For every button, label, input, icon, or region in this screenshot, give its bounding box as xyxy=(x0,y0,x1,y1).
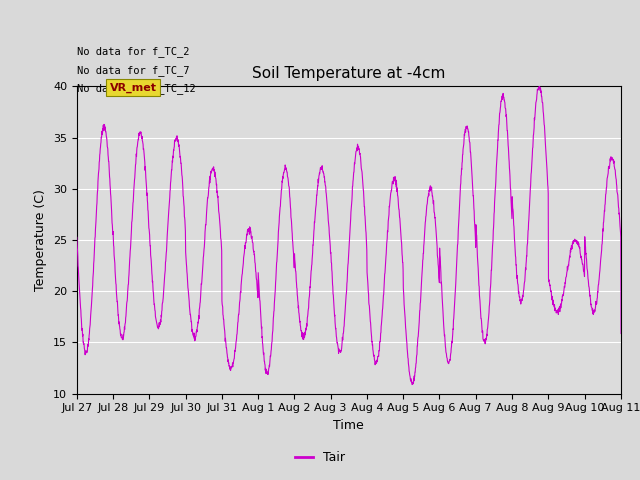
Legend: Tair: Tair xyxy=(290,446,350,469)
Text: VR_met: VR_met xyxy=(109,83,156,93)
Title: Soil Temperature at -4cm: Soil Temperature at -4cm xyxy=(252,66,445,81)
Text: No data for f_TC_12: No data for f_TC_12 xyxy=(77,84,196,94)
Y-axis label: Temperature (C): Temperature (C) xyxy=(35,189,47,291)
X-axis label: Time: Time xyxy=(333,419,364,432)
Text: No data for f_TC_2: No data for f_TC_2 xyxy=(77,47,189,58)
Text: No data for f_TC_7: No data for f_TC_7 xyxy=(77,65,189,76)
